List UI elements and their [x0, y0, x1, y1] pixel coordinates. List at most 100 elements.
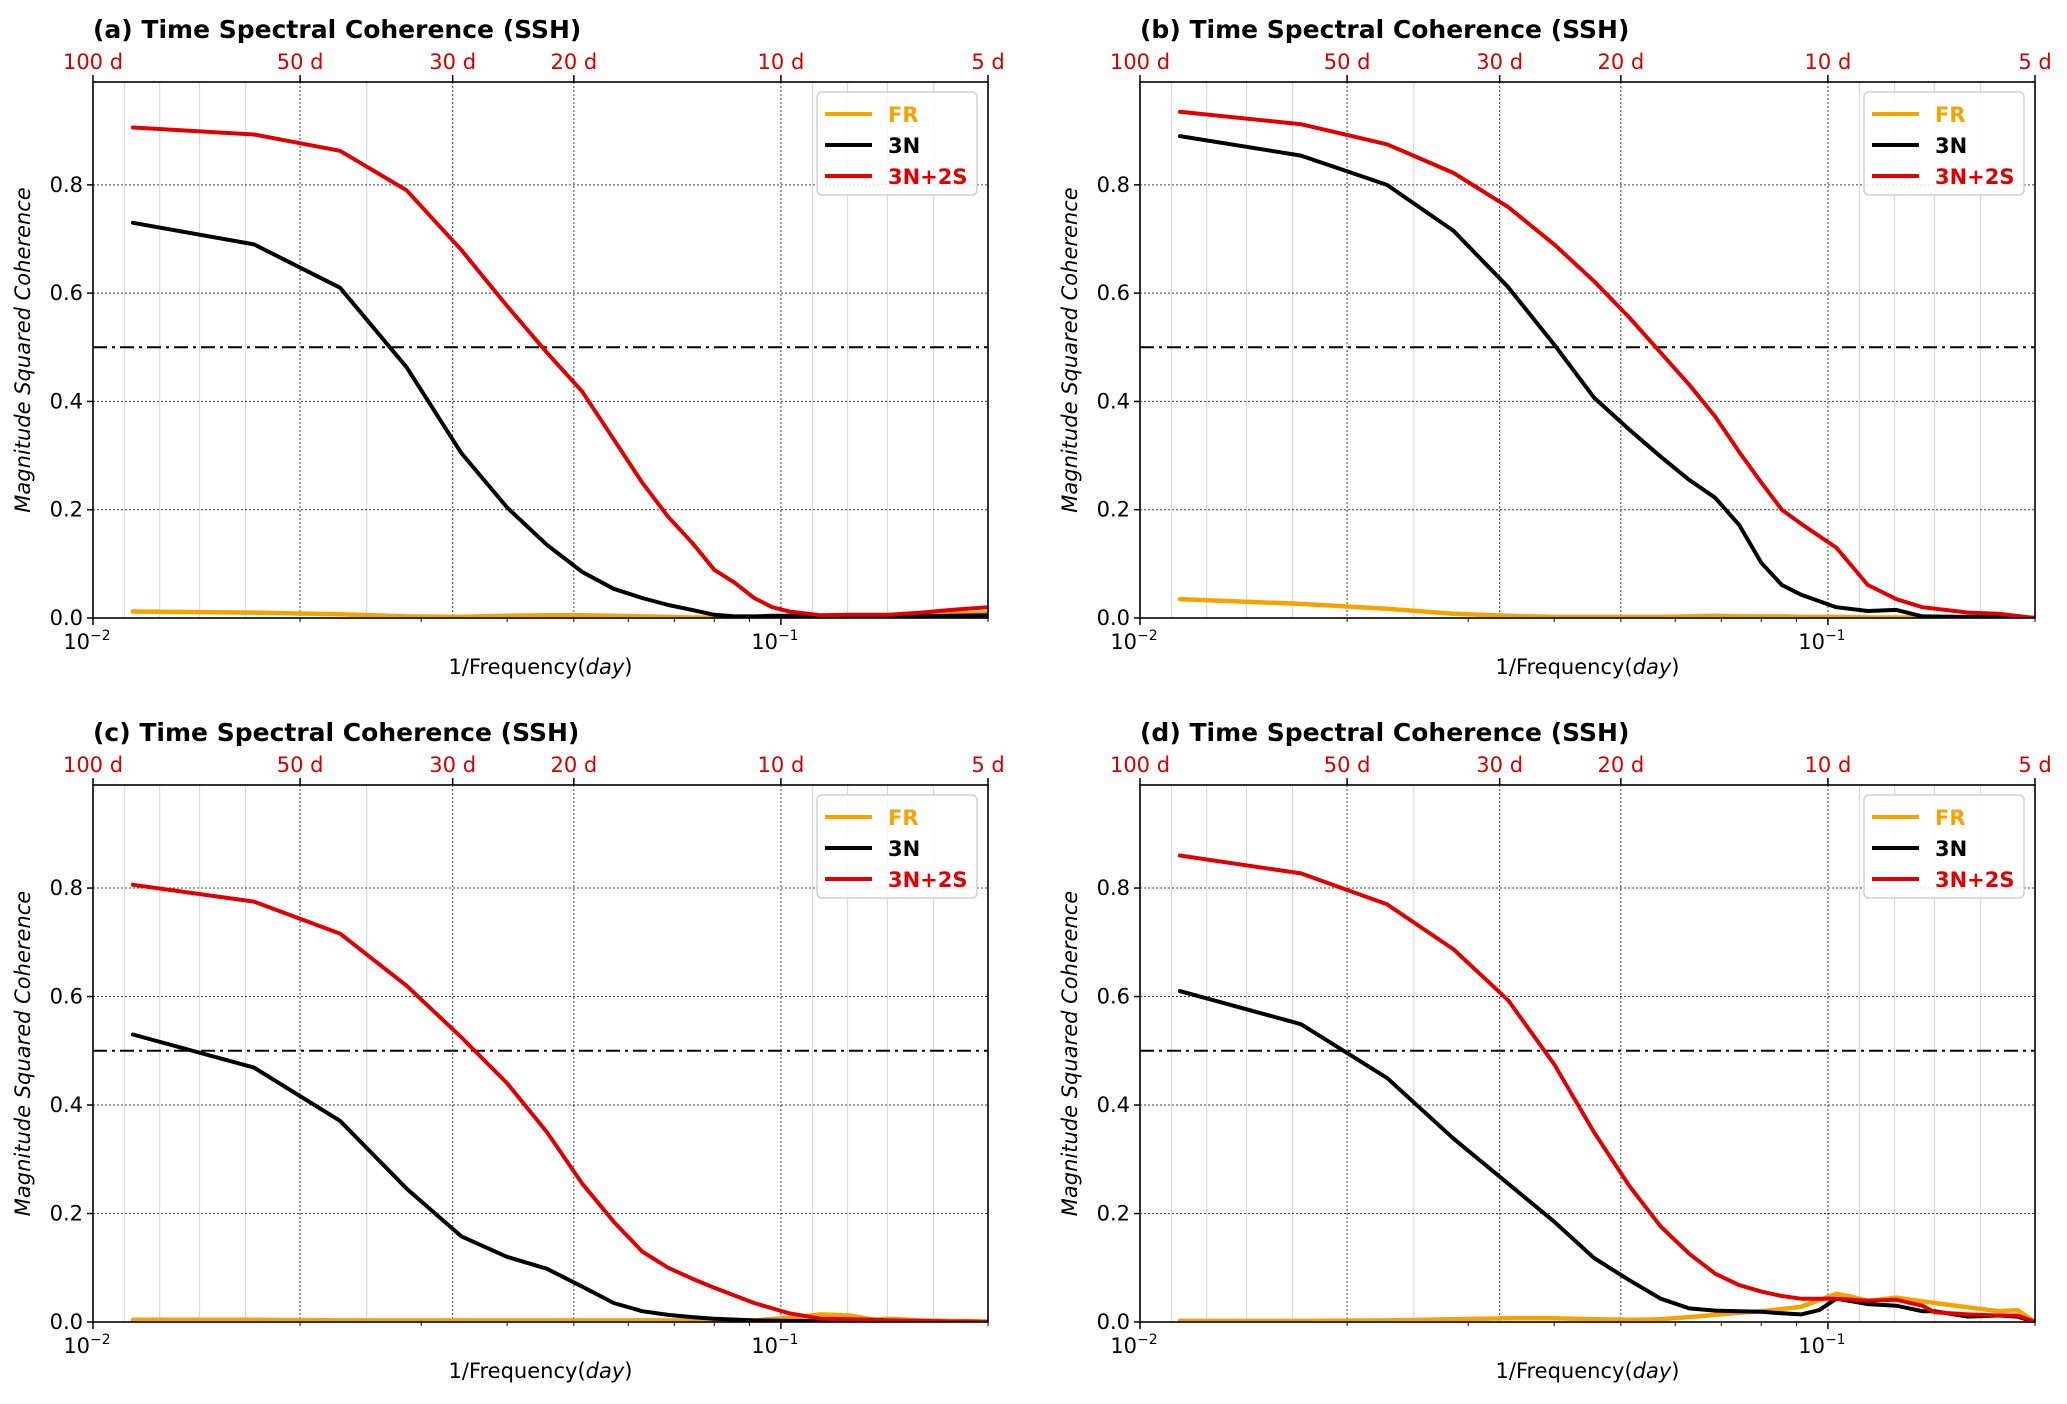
- axes-frame: [1139, 81, 2036, 619]
- top-tick-label: 20 d: [1597, 50, 1644, 74]
- x-tick-label: 10−1: [751, 628, 798, 654]
- series-group: [130, 882, 988, 1322]
- legend: FR 3N 3N+2S: [816, 91, 978, 196]
- legend-label: 3N: [888, 134, 920, 158]
- y-tick-label: 0.6: [1097, 281, 1130, 305]
- top-tick-label: 10 d: [758, 753, 805, 777]
- x-tick-exponent: −2: [1137, 1332, 1158, 1348]
- legend: FR 3N 3N+2S: [1863, 91, 2025, 196]
- y-tick-label: 0.2: [1097, 498, 1130, 522]
- series-line-3nplus2s: [1177, 109, 2035, 618]
- legend-label: 3N+2S: [888, 165, 968, 189]
- series-group: [130, 125, 988, 618]
- y-tick-label: 0.2: [50, 498, 83, 522]
- y-axis-label: Magnitude Squared Coherence: [11, 891, 35, 1216]
- y-axis-label: Magnitude Squared Coherence: [1058, 187, 1082, 512]
- y-tick-label: 0.8: [50, 173, 83, 197]
- x-tick-exponent: −1: [778, 628, 799, 644]
- top-tick-label: 100 d: [63, 753, 123, 777]
- y-tick-label: 0.8: [1097, 173, 1130, 197]
- top-tick-label: 10 d: [1805, 50, 1852, 74]
- x-tick-exponent: −2: [1137, 628, 1158, 644]
- legend: FR 3N 3N+2S: [816, 794, 978, 899]
- legend-label: 3N: [1935, 134, 1967, 158]
- x-tick-base: 10: [63, 1334, 90, 1358]
- x-tick-label: 10−1: [1798, 1332, 1845, 1358]
- legend-label: 3N+2S: [888, 868, 968, 892]
- y-axis-label: Magnitude Squared Coherence: [1058, 891, 1082, 1216]
- top-tick-label: 50 d: [1324, 50, 1371, 74]
- legend-label: FR: [1935, 103, 1966, 127]
- x-tick-base: 10: [751, 1334, 778, 1358]
- top-tick-label: 5 d: [971, 753, 1004, 777]
- grid: [93, 82, 988, 618]
- x-axis-label: 1/Frequency(day): [449, 1359, 633, 1383]
- top-tick-label: 30 d: [429, 50, 476, 74]
- top-tick-label: 50 d: [277, 50, 324, 74]
- top-tick-label: 20 d: [550, 753, 597, 777]
- y-axis-label: Magnitude Squared Coherence: [11, 187, 35, 512]
- top-tick-label: 50 d: [277, 753, 324, 777]
- series-group: [1177, 853, 2035, 1322]
- x-tick-label: 10−1: [1798, 628, 1845, 654]
- legend-label: 3N+2S: [1935, 165, 2015, 189]
- legend-label: 3N: [888, 837, 920, 861]
- y-tick-label: 0.2: [1097, 1202, 1130, 1226]
- panel-title: (a) Time Spectral Coherence (SSH): [93, 15, 581, 44]
- top-tick-label: 20 d: [550, 50, 597, 74]
- legend: FR 3N 3N+2S: [1863, 794, 2025, 899]
- x-tick-label: 10−2: [63, 628, 110, 654]
- top-tick-label: 20 d: [1597, 753, 1644, 777]
- top-tick-label: 5 d: [2018, 753, 2051, 777]
- x-tick-exponent: −1: [1825, 628, 1846, 644]
- y-tick-label: 0.6: [50, 281, 83, 305]
- legend-box: [816, 91, 978, 196]
- series-line-3n: [130, 1032, 988, 1322]
- legend-box: [816, 794, 978, 899]
- y-tick-label: 0.4: [1097, 1093, 1130, 1117]
- x-axis-label: 1/Frequency(day): [449, 655, 633, 679]
- panel-title: (c) Time Spectral Coherence (SSH): [93, 718, 579, 747]
- series-line-3n: [130, 220, 988, 618]
- legend-label: 3N: [1935, 837, 1967, 861]
- grid: [1140, 82, 2035, 618]
- top-tick-label: 5 d: [971, 50, 1004, 74]
- x-tick-exponent: −2: [90, 628, 111, 644]
- y-tick-label: 0.6: [1097, 985, 1130, 1009]
- x-tick-base: 10: [63, 630, 90, 654]
- series-line-3nplus2s: [1177, 853, 2035, 1322]
- top-tick-label: 100 d: [1110, 50, 1170, 74]
- panel-title: (d) Time Spectral Coherence (SSH): [1140, 718, 1629, 747]
- y-tick-label: 0.2: [50, 1202, 83, 1226]
- y-tick-label: 0.0: [1097, 1310, 1130, 1334]
- series-line-3nplus2s: [130, 125, 988, 618]
- top-tick-label: 50 d: [1324, 753, 1371, 777]
- y-tick-label: 0.4: [1097, 389, 1130, 413]
- legend-label: FR: [888, 806, 919, 830]
- legend-label: 3N+2S: [1935, 868, 2015, 892]
- y-tick-label: 0.8: [1097, 876, 1130, 900]
- x-tick-base: 10: [1110, 630, 1137, 654]
- series-line-3nplus2s: [130, 882, 988, 1322]
- y-tick-label: 0.0: [50, 1310, 83, 1334]
- y-tick-label: 0.8: [50, 876, 83, 900]
- x-tick-label: 10−2: [1110, 628, 1157, 654]
- x-axis-label: 1/Frequency(day): [1496, 1359, 1680, 1383]
- x-tick-exponent: −2: [90, 1332, 111, 1348]
- legend-box: [1863, 91, 2025, 196]
- legend-box: [1863, 794, 2025, 899]
- x-tick-base: 10: [1798, 1334, 1825, 1358]
- top-tick-label: 100 d: [63, 50, 123, 74]
- top-tick-label: 30 d: [1476, 50, 1523, 74]
- top-tick-label: 30 d: [1476, 753, 1523, 777]
- top-tick-label: 30 d: [429, 753, 476, 777]
- legend-label: FR: [888, 103, 919, 127]
- x-tick-base: 10: [751, 630, 778, 654]
- y-tick-label: 0.0: [50, 606, 83, 630]
- x-tick-label: 10−2: [63, 1332, 110, 1358]
- axes-frame: [1139, 784, 2036, 1323]
